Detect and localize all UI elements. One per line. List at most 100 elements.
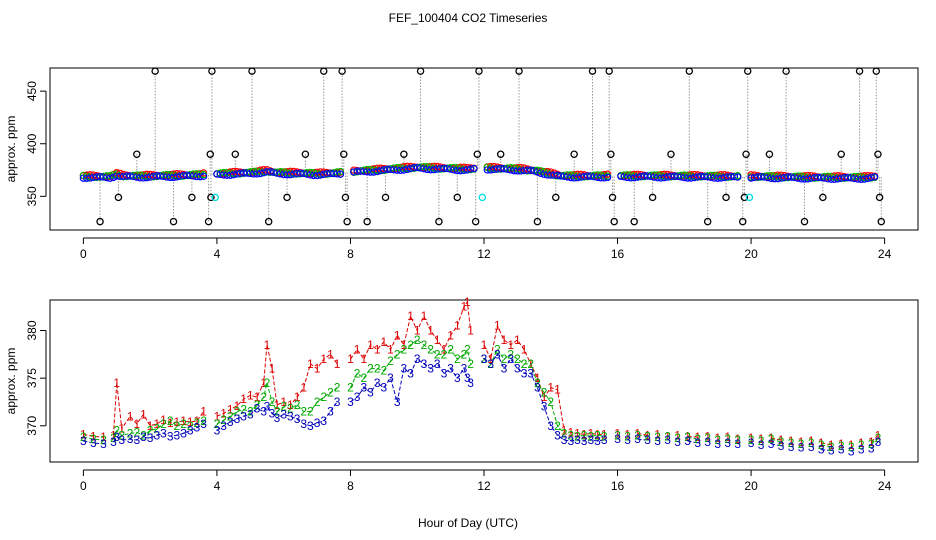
series-1-marker: 1 (501, 333, 508, 347)
series-1-marker: 1 (214, 409, 221, 423)
series-1-marker: 1 (561, 424, 568, 438)
series-1-marker: 1 (174, 415, 181, 429)
panel-top-x-tick-label: 12 (477, 247, 491, 261)
calibration-point (740, 193, 749, 202)
calibration-point (248, 67, 256, 75)
calibration-point (667, 150, 675, 159)
series-3-marker: 3 (360, 381, 367, 395)
series-3-marker: 3 (407, 366, 414, 380)
series-2-marker: 2 (858, 438, 865, 452)
series-3-marker: 3 (367, 385, 374, 399)
series-2-marker: 2 (314, 395, 321, 409)
series-1-line (216, 344, 338, 417)
series-3-marker: 3 (427, 362, 434, 376)
series-2-marker: 2 (360, 371, 367, 385)
calibration-point (570, 150, 578, 159)
series-1-marker: 1 (147, 419, 154, 433)
calibration-point (133, 150, 141, 159)
series-2-marker: 2 (467, 357, 474, 371)
series-1-marker: 1 (828, 438, 835, 452)
panel-top-y-tick-label: 350 (25, 186, 39, 206)
series-2-line (83, 436, 104, 441)
series-2-marker: 2 (828, 440, 835, 454)
calibration-point (608, 193, 617, 202)
series-1-marker: 1 (127, 409, 134, 423)
series-2-marker: 2 (534, 376, 541, 390)
series-2-marker: 2 (734, 433, 741, 447)
series-2-marker: 2 (140, 428, 147, 442)
series-2-marker: 2 (875, 431, 882, 445)
series-3-marker: 3 (875, 435, 882, 449)
calibration-point (738, 217, 747, 226)
series-3-marker: 3 (501, 362, 508, 376)
series-2-marker: 2 (447, 343, 454, 357)
calibration-point (703, 217, 712, 226)
series-1-marker: 1 (868, 435, 875, 449)
cyan-point (478, 193, 487, 202)
series-2-marker: 2 (664, 429, 671, 443)
calibration-point (588, 67, 597, 75)
series-2-marker: 2 (587, 429, 594, 443)
series-2-marker: 2 (581, 428, 588, 442)
series-3-line (83, 440, 104, 445)
series-3-marker: 3 (234, 412, 241, 426)
series-2-marker: 2 (254, 398, 261, 412)
blue-point (186, 171, 194, 180)
series-1-marker: 1 (100, 430, 107, 444)
calibration-point (204, 217, 213, 226)
series-2-marker: 2 (601, 429, 608, 443)
series-3-line (771, 443, 782, 447)
calibration-point (607, 150, 615, 159)
series-3-marker: 3 (858, 443, 865, 457)
calibration-point (630, 217, 638, 226)
calibration-point (473, 150, 482, 159)
series-1-marker: 1 (254, 390, 261, 404)
series-1-marker: 1 (247, 388, 254, 402)
series-1-marker: 1 (300, 381, 307, 395)
blue-point (647, 172, 655, 181)
series-2-marker: 2 (147, 424, 154, 438)
series-2-marker: 2 (724, 432, 731, 446)
series-3-marker: 3 (694, 436, 701, 450)
series-1-marker: 1 (838, 437, 845, 451)
panel-top-y-label: approx. ppm (4, 116, 18, 183)
series-2-marker: 2 (240, 403, 247, 417)
calibration-point (320, 67, 328, 75)
panel-top-points (79, 67, 886, 226)
series-3-marker: 3 (624, 433, 631, 447)
panel-top-x-tick-label: 20 (744, 247, 758, 261)
series-3-marker: 3 (507, 352, 514, 366)
calibration-point (874, 150, 882, 159)
series-2-marker: 2 (441, 347, 448, 361)
series-3-marker: 3 (274, 411, 281, 425)
series-1-marker: 1 (461, 300, 468, 314)
series-1-marker: 1 (644, 428, 651, 442)
series-3-marker: 3 (294, 412, 301, 426)
series-3-marker: 3 (494, 347, 501, 361)
series-3-marker: 3 (421, 357, 428, 371)
series-1-marker: 1 (434, 333, 441, 347)
series-1-marker: 1 (274, 398, 281, 412)
series-3-marker: 3 (260, 404, 267, 418)
series-3-line (637, 438, 648, 441)
series-2-marker: 2 (541, 385, 548, 399)
series-2-marker: 2 (113, 424, 120, 438)
series-3-marker: 3 (394, 395, 401, 409)
series-3-marker: 3 (314, 416, 321, 430)
series-3-marker: 3 (868, 442, 875, 456)
series-1-marker: 1 (487, 352, 494, 366)
calibration-point (363, 217, 371, 226)
series-2-line (216, 382, 338, 425)
series-3-marker: 3 (838, 443, 845, 457)
cyan-point (211, 193, 220, 202)
series-1-marker: 1 (414, 323, 421, 337)
series-2-marker: 2 (214, 417, 221, 431)
series-3-marker: 3 (561, 433, 568, 447)
panel-bottom-x-axis: 0 4 8 12 16 20 24 (80, 469, 892, 493)
series-2-marker: 2 (574, 429, 581, 443)
series-3-marker: 3 (227, 415, 234, 429)
calibration-point (743, 67, 752, 75)
series-1-marker: 1 (160, 413, 167, 427)
